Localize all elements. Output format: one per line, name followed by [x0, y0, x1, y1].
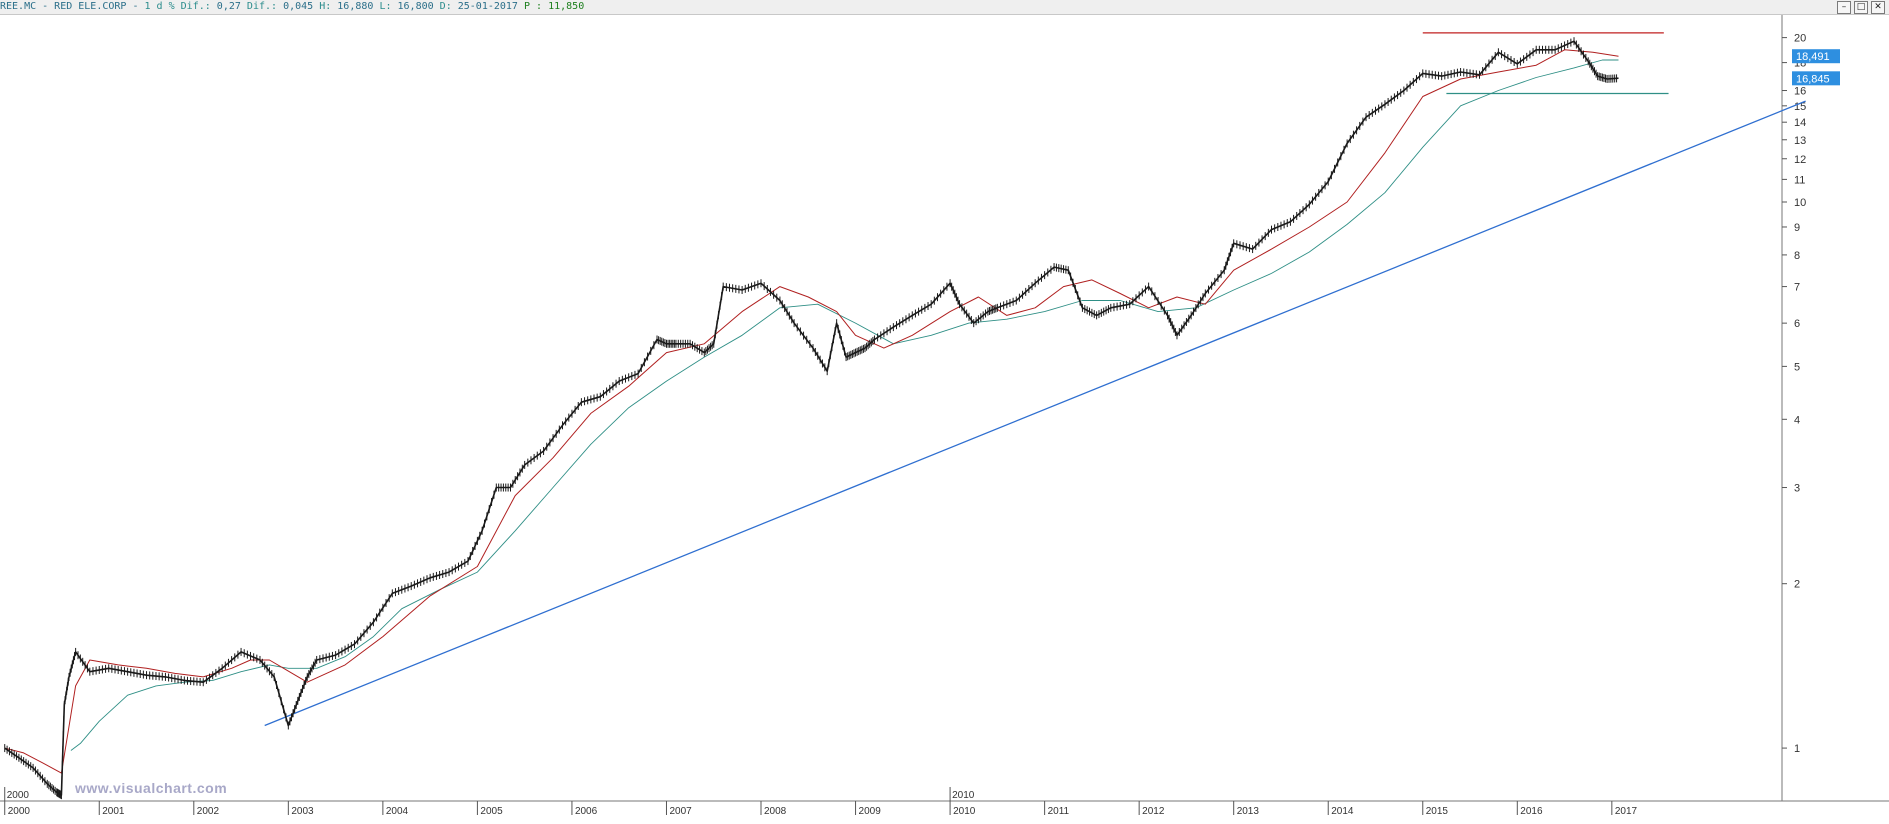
x-marker-label: 2000 [7, 790, 30, 801]
x-tick-label: 2012 [1142, 806, 1165, 817]
price-label: P : [524, 1, 543, 12]
y-tick-label: 20 [1794, 33, 1806, 45]
x-tick-label: 2006 [575, 806, 598, 817]
price-series-line [4, 40, 1619, 796]
y-axis-panel [1782, 15, 1889, 801]
x-tick-label: 2016 [1520, 806, 1543, 817]
y-tick-label: 4 [1794, 414, 1800, 426]
price-label-text: 16,845 [1796, 73, 1830, 85]
watermark: www.visualchart.com [75, 780, 228, 796]
close-icon[interactable]: ✕ [1871, 0, 1885, 14]
x-tick-label: 2007 [669, 806, 692, 817]
y-tick-label: 10 [1794, 197, 1806, 209]
x-tick-label: 2011 [1048, 806, 1070, 817]
y-tick-label: 13 [1794, 135, 1806, 147]
trendline [264, 100, 1806, 727]
price-label-text: 18,491 [1796, 51, 1830, 63]
diff-value: 0,045 [283, 1, 314, 12]
price-value: 11,850 [548, 1, 585, 12]
chart-header-bar: REE.MC - RED ELE.CORP - 1 d % Dif.: 0,27… [0, 0, 1889, 15]
y-tick-label: 5 [1794, 361, 1800, 373]
high-value: 16,880 [337, 1, 374, 12]
x-tick-label: 2014 [1331, 806, 1354, 817]
x-tick-label: 2003 [291, 806, 314, 817]
x-tick-label: 2005 [480, 806, 503, 817]
y-tick-label: 18 [1794, 58, 1806, 70]
y-tick-label: 2 [1794, 579, 1800, 591]
pct-diff-value: 0,27 [216, 1, 241, 12]
window-controls: – □ ✕ [1837, 0, 1885, 14]
x-tick-label: 2008 [764, 806, 787, 817]
y-tick-label: 8 [1794, 250, 1800, 262]
date-value: 25-01-2017 [457, 1, 518, 12]
x-tick-label: 2004 [386, 806, 409, 817]
ma-short-series-line [4, 49, 1619, 774]
y-tick-label: 6 [1794, 318, 1800, 330]
y-tick-label: 15 [1794, 101, 1806, 113]
y-tick-label: 14 [1794, 117, 1806, 129]
symbol-label: REE.MC - RED ELE.CORP - [0, 1, 139, 12]
ma-long-series-line [70, 59, 1619, 751]
y-tick-label: 3 [1794, 483, 1800, 495]
minimize-icon[interactable]: – [1837, 0, 1851, 14]
x-tick-label: 2002 [197, 806, 220, 817]
high-label: H: [319, 1, 332, 12]
price-label-box [1792, 71, 1840, 86]
period-label: 1 d [144, 1, 163, 12]
x-tick-label: 2013 [1237, 806, 1260, 817]
restore-icon[interactable]: □ [1854, 0, 1868, 14]
y-tick-label: 7 [1794, 282, 1800, 294]
x-tick-label: 2010 [953, 806, 976, 817]
price-label-box [1792, 49, 1840, 64]
y-tick-label: 9 [1794, 222, 1800, 234]
y-tick-label: 11 [1794, 174, 1805, 186]
x-tick-label: 2017 [1615, 806, 1638, 817]
date-label: D: [439, 1, 452, 12]
pct-diff-label: % Dif.: [168, 1, 211, 12]
x-tick-label: 2001 [102, 806, 125, 817]
x-marker-label: 2010 [952, 790, 975, 801]
y-tick-label: 1 [1794, 743, 1800, 755]
diff-label: Dif.: [246, 1, 278, 12]
y-tick-label: 12 [1794, 154, 1806, 166]
y-tick-label: 16 [1794, 86, 1806, 98]
x-tick-label: 2009 [859, 806, 882, 817]
x-tick-label: 2015 [1426, 806, 1449, 817]
low-value: 16,800 [397, 1, 434, 12]
low-label: L: [379, 1, 392, 12]
x-tick-label: 2000 [8, 806, 31, 817]
